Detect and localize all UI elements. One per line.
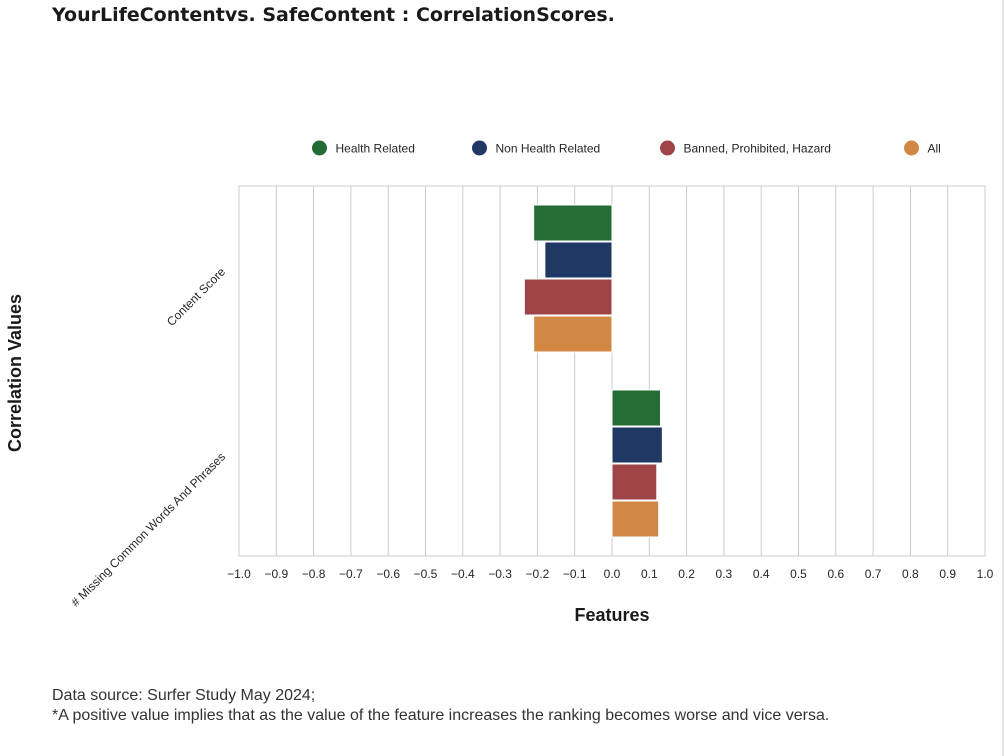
- x-tick-label: 1.0: [977, 567, 994, 581]
- x-tick-label: 0.7: [865, 567, 882, 581]
- x-tick-label: 0.9: [939, 567, 956, 581]
- footnote-note: *A positive value implies that as the va…: [52, 707, 830, 724]
- bar: [533, 204, 613, 242]
- bar: [611, 426, 663, 464]
- legend-label: Banned, Prohibited, Hazard: [684, 142, 831, 156]
- bar: [544, 241, 613, 279]
- x-tick-label: −0.6: [376, 567, 400, 581]
- bar: [611, 389, 661, 427]
- x-tick-label: 0.0: [604, 567, 621, 581]
- bar: [611, 500, 660, 538]
- x-tick-label: −0.9: [264, 567, 288, 581]
- x-tick-label: 0.4: [753, 567, 770, 581]
- footnote: Data source: Surfer Study May 2024; *A p…: [52, 686, 829, 726]
- y-category-label: Content Score: [164, 264, 228, 328]
- x-tick-label: −0.5: [414, 567, 438, 581]
- x-tick-label: −0.1: [563, 567, 587, 581]
- x-tick-label: −0.4: [451, 567, 475, 581]
- x-tick-label: 0.8: [902, 567, 919, 581]
- x-axis-label: Features: [574, 605, 649, 625]
- x-tick-label: −0.2: [526, 567, 550, 581]
- legend-marker: [312, 140, 327, 156]
- x-tick-label: 0.3: [716, 567, 733, 581]
- bar: [523, 278, 613, 316]
- x-tick-label: 0.2: [678, 567, 695, 581]
- x-tick-label: −1.0: [227, 567, 251, 581]
- y-axis-label: Correlation Values: [5, 294, 25, 452]
- legend-marker: [904, 140, 919, 156]
- legend-label: All: [928, 142, 941, 156]
- y-category-label: # Missing Common Words And Phrases: [68, 450, 228, 610]
- x-tick-label: 0.1: [641, 567, 658, 581]
- page-edge: [1002, 0, 1004, 756]
- legend-label: Non Health Related: [496, 142, 601, 156]
- chart-canvas: −1.0 −0.9 −0.8 −0.7 −0.6 −0.5 −0.4 −0.3 −0.2 −0.1…: [5, 140, 994, 625]
- x-tick-label: 0.6: [827, 567, 844, 581]
- x-tick-label: −0.3: [488, 567, 512, 581]
- chart-title: YourLifeContentvs. SafeContent : Correla…: [52, 4, 615, 26]
- x-tick-label: −0.8: [302, 567, 326, 581]
- bar: [611, 463, 658, 501]
- legend-marker: [660, 140, 675, 156]
- x-tick-label: 0.5: [790, 567, 807, 581]
- legend-label: Health Related: [336, 142, 415, 156]
- legend-marker: [472, 140, 487, 156]
- x-tick-label: −0.7: [339, 567, 363, 581]
- footnote-data-source: Data source: Surfer Study May 2024;: [52, 687, 316, 704]
- bar: [533, 315, 613, 353]
